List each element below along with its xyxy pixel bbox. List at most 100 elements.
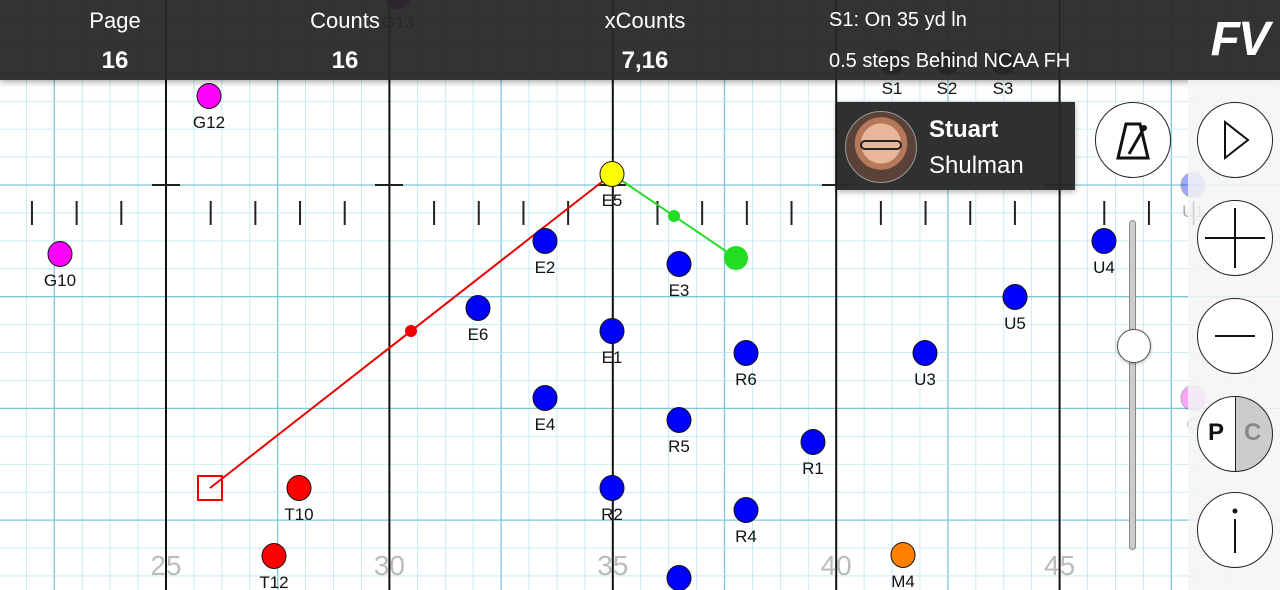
performer-dot xyxy=(286,475,312,501)
red-path-midpoint xyxy=(405,325,417,337)
performer-dot xyxy=(1002,284,1028,310)
performer-label: U5 xyxy=(1004,314,1026,333)
performer-E4[interactable]: E4 xyxy=(532,385,558,435)
performer-R1[interactable]: R1 xyxy=(800,429,826,479)
play-icon xyxy=(1224,119,1250,161)
performer-label: E4 xyxy=(535,415,556,434)
mode-p[interactable]: P xyxy=(1208,419,1225,446)
performer-T10[interactable]: T10 xyxy=(284,475,314,525)
performer-dot xyxy=(800,429,826,455)
performer-E1[interactable]: E1 xyxy=(599,318,625,368)
performer-E2[interactable]: E2 xyxy=(532,228,558,278)
performer-label: R2 xyxy=(601,505,623,524)
performer-label: E6 xyxy=(468,325,489,344)
page-label: Page xyxy=(89,8,141,33)
performer-R4[interactable]: R4 xyxy=(733,497,759,547)
play-button[interactable] xyxy=(1197,102,1273,178)
performer-dot xyxy=(912,340,938,366)
performer-first-name: Stuart xyxy=(929,116,999,143)
performer-label: T12 xyxy=(259,573,288,590)
performer-last-name: Shulman xyxy=(929,152,1024,179)
performer-label: S1 xyxy=(882,79,903,98)
performer-T12[interactable]: T12 xyxy=(259,543,289,590)
status-line-2: 0.5 steps Behind NCAA FH xyxy=(829,50,1071,72)
performer-label: R4 xyxy=(735,527,757,546)
red-path-start xyxy=(197,475,223,501)
performer-R6[interactable]: R6 xyxy=(733,340,759,390)
info-button[interactable] xyxy=(1197,492,1273,568)
performer-dot xyxy=(47,241,73,267)
minus-icon xyxy=(1215,335,1255,337)
green-path-end xyxy=(724,246,748,270)
performer-M4[interactable]: M4 xyxy=(890,542,916,590)
performer-label: G10 xyxy=(44,271,76,290)
performer-label: S2 xyxy=(937,79,958,98)
zoom-slider[interactable] xyxy=(1129,220,1136,550)
performer-label: E5 xyxy=(602,191,623,210)
fv-logo: FV xyxy=(1210,13,1270,66)
page-count-toggle[interactable]: P C xyxy=(1197,396,1273,472)
zoom-in-button[interactable] xyxy=(1197,200,1273,276)
performer-dot xyxy=(666,565,692,590)
counts-value: 16 xyxy=(331,47,359,74)
performer-dot xyxy=(599,318,625,344)
counts-label: Counts xyxy=(310,8,380,33)
performer-G12[interactable]: G12 xyxy=(193,83,225,133)
performer-dot xyxy=(599,475,625,501)
info-icon xyxy=(1232,508,1238,553)
yard-number: 45 xyxy=(1044,550,1075,581)
status-line-1: S1: On 35 yd ln xyxy=(829,9,967,31)
performer-label: R1 xyxy=(802,459,824,478)
page-value: 16 xyxy=(101,47,129,74)
performer-dot xyxy=(666,407,692,433)
xcounts-label: xCounts xyxy=(604,8,686,33)
performer-U4[interactable]: U4 xyxy=(1091,228,1117,278)
performer-dot xyxy=(532,385,558,411)
performer-dot xyxy=(890,542,916,568)
metronome-icon xyxy=(1116,122,1150,160)
performer-label: E1 xyxy=(602,348,623,367)
performer-dot xyxy=(261,543,287,569)
performer-dot xyxy=(1091,228,1117,254)
yard-number: 40 xyxy=(821,550,852,581)
performer-U5[interactable]: U5 xyxy=(1002,284,1028,334)
performer-label: R6 xyxy=(735,370,757,389)
xcounts-value: 7,16 xyxy=(621,47,669,74)
performer-dot xyxy=(532,228,558,254)
performer-label: U4 xyxy=(1093,258,1115,277)
yard-number: 30 xyxy=(374,550,405,581)
performer-label: R5 xyxy=(668,437,690,456)
avatar xyxy=(845,111,917,183)
performer-dot xyxy=(733,340,759,366)
performer-E5[interactable]: E5 xyxy=(599,161,625,211)
mode-c[interactable]: C xyxy=(1244,419,1262,446)
performer-unlabeled[interactable] xyxy=(666,565,692,590)
performer-label: T10 xyxy=(284,505,313,524)
yard-number: 35 xyxy=(597,550,628,581)
performer-E3[interactable]: E3 xyxy=(666,251,692,301)
performer-label: G12 xyxy=(193,113,225,132)
performer-label: S3 xyxy=(993,79,1014,98)
yard-number: 25 xyxy=(150,550,181,581)
performer-dot xyxy=(666,251,692,277)
performer-dot xyxy=(196,83,222,109)
performer-R5[interactable]: R5 xyxy=(666,407,692,457)
performer-dot xyxy=(733,497,759,523)
header-bar: Page 16 Counts 16 xCounts 7,16 S1: On 35… xyxy=(0,0,1280,80)
plus-icon xyxy=(1205,208,1265,268)
performer-U3[interactable]: U3 xyxy=(912,340,938,390)
green-path-midpoint xyxy=(668,210,680,222)
metronome-button[interactable] xyxy=(1095,102,1171,178)
performer-dot xyxy=(599,161,625,187)
zoom-out-button[interactable] xyxy=(1197,298,1273,374)
performer-label: E2 xyxy=(535,258,556,277)
performer-R2[interactable]: R2 xyxy=(599,475,625,525)
performer-dot xyxy=(465,295,491,321)
performer-G10[interactable]: G10 xyxy=(44,241,76,291)
performer-E6[interactable]: E6 xyxy=(465,295,491,345)
zoom-slider-knob[interactable] xyxy=(1117,329,1151,364)
performer-card[interactable]: Stuart Shulman xyxy=(837,102,1075,190)
performer-label: M4 xyxy=(891,572,915,590)
performer-label: U3 xyxy=(914,370,936,389)
